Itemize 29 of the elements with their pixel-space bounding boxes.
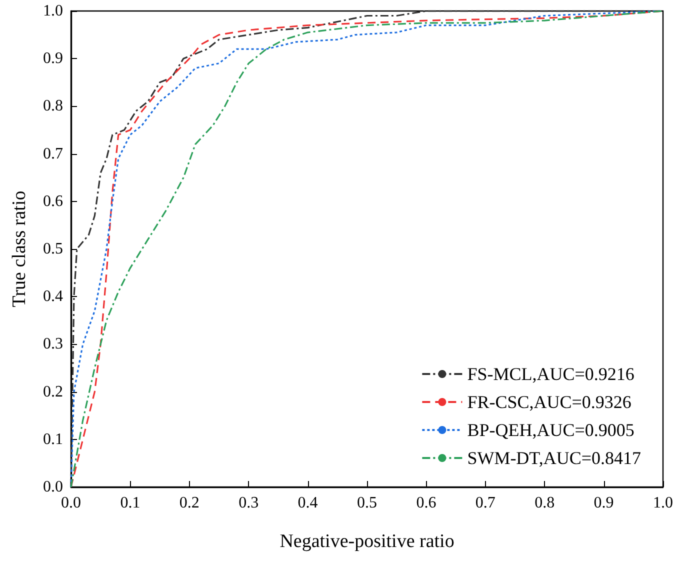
y-tick-label: 0.4 — [43, 288, 63, 306]
y-tick-label: 0.7 — [43, 145, 63, 162]
line-series — [70, 10, 664, 488]
x-tick-label: 0.5 — [357, 494, 377, 512]
y-axis-title: True class ratio — [9, 190, 30, 308]
x-axis-title: Negative-positive ratio — [280, 531, 454, 552]
y-tick-label: 0.5 — [43, 240, 63, 258]
y-tick-label: 0.3 — [43, 336, 63, 353]
x-tick-label: 0.0 — [61, 494, 81, 512]
x-tick-label: 0.6 — [416, 494, 436, 512]
y-tick-label: 0.1 — [43, 430, 63, 448]
x-tick-label: 0.8 — [534, 494, 555, 512]
y-tick-label: 0.8 — [43, 98, 63, 115]
x-tick-label: 0.4 — [298, 494, 318, 512]
y-tick-label: 0.6 — [43, 192, 63, 210]
x-tick-label: 0.9 — [594, 494, 614, 512]
legend-label: FS-MCL,AUC=0.9216 — [467, 364, 634, 384]
y-tick-label: 0.0 — [43, 478, 63, 496]
legend-label: BP-QEH,AUC=0.9005 — [467, 420, 634, 440]
x-tick-label: 0.2 — [179, 494, 200, 512]
y-tick-label: 0.9 — [43, 50, 63, 68]
x-tick-label: 0.3 — [238, 494, 259, 512]
x-tick-label: 0.7 — [475, 494, 496, 512]
legend-label: FR-CSC,AUC=0.9326 — [467, 392, 632, 412]
x-tick-label: 0.1 — [120, 494, 140, 512]
y-tick-label: 1.0 — [43, 2, 63, 20]
y-tick-label: 0.2 — [43, 383, 63, 400]
legend-label: SWM-DT,AUC=0.8417 — [467, 448, 641, 468]
x-tick-label: 1.0 — [653, 494, 673, 512]
